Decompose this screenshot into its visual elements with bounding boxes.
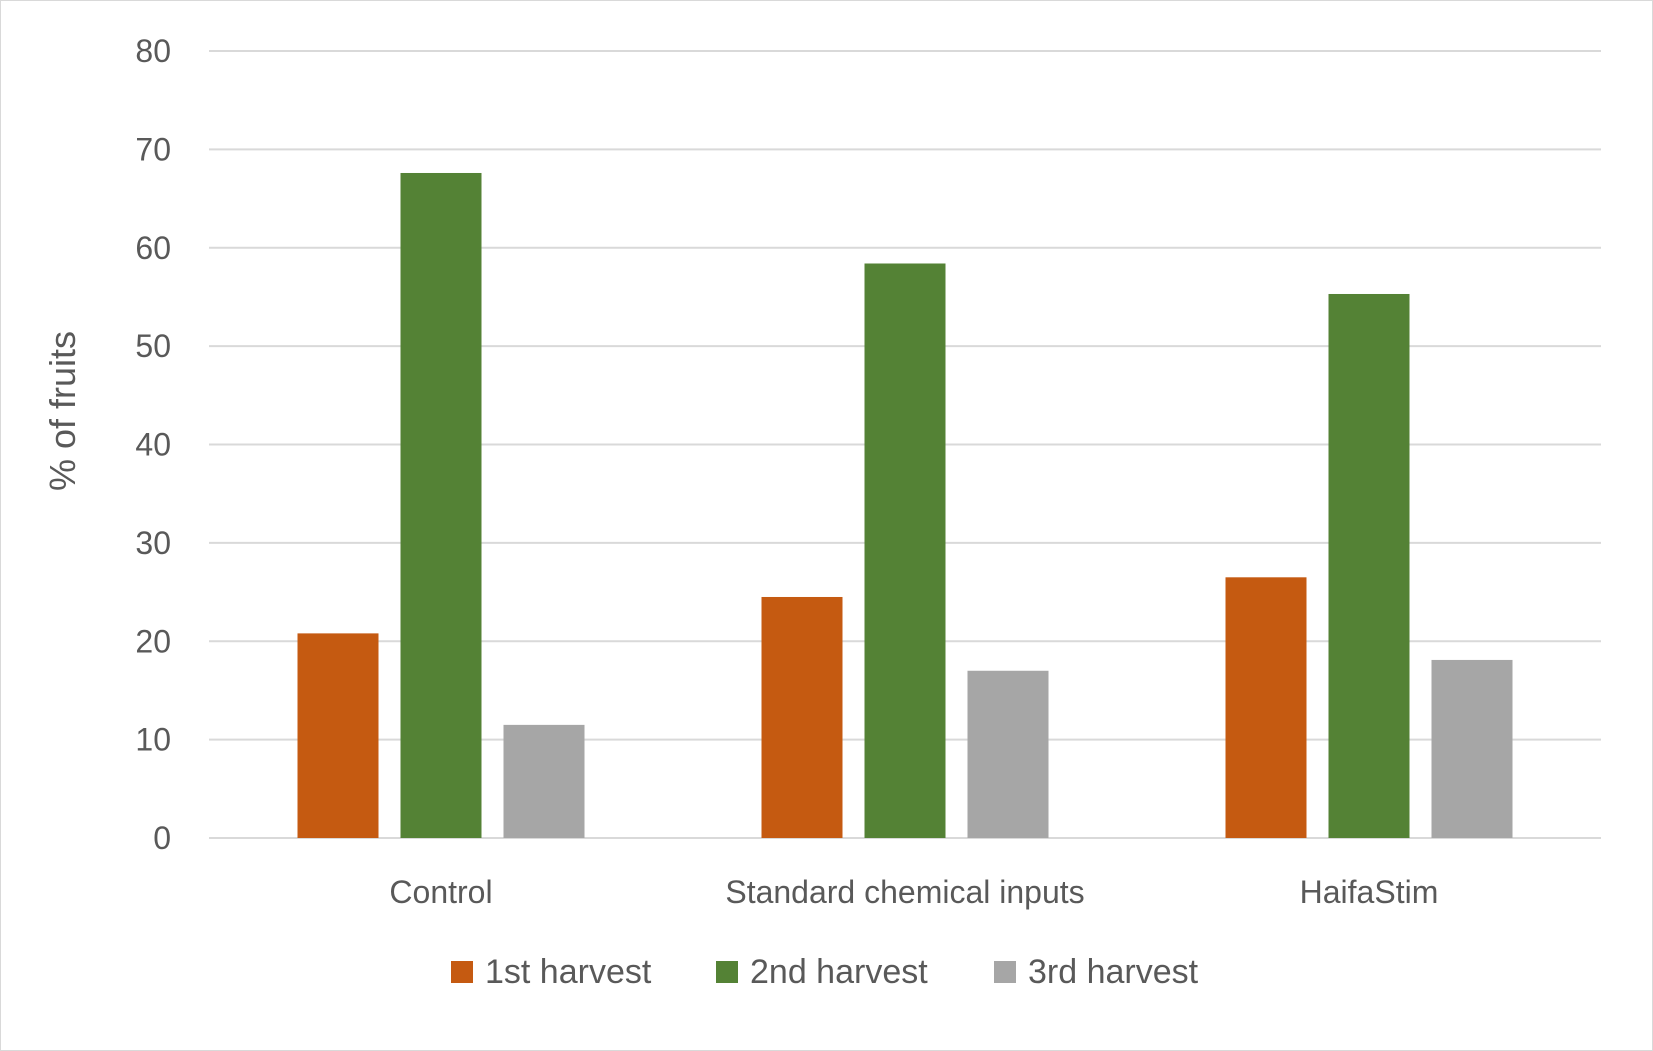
y-tick-label: 40 (135, 427, 171, 463)
bar-2nd-harvest-0 (400, 172, 482, 839)
y-tick-label: 50 (135, 328, 171, 364)
bar-1st-harvest-0 (297, 633, 379, 838)
bar-3rd-harvest-2 (1431, 659, 1513, 838)
y-tick-label: 10 (135, 722, 171, 758)
x-category-label: Standard chemical inputs (725, 874, 1084, 910)
y-tick-label: 0 (153, 820, 171, 856)
bar-3rd-harvest-0 (503, 724, 585, 838)
bar-1st-harvest-2 (1225, 577, 1307, 838)
legend-label: 1st harvest (485, 953, 652, 991)
y-tick-label: 70 (135, 131, 171, 167)
y-tick-label: 20 (135, 623, 171, 659)
y-tick-label: 30 (135, 525, 171, 561)
legend-swatch (994, 961, 1016, 983)
legend-label: 3rd harvest (1028, 953, 1199, 991)
bars (297, 172, 1513, 839)
legend-label: 2nd harvest (750, 953, 928, 991)
legend-swatch (451, 961, 473, 983)
y-tick-label: 60 (135, 230, 171, 266)
bar-2nd-harvest-2 (1328, 293, 1410, 839)
y-tick-label: 80 (135, 33, 171, 69)
bar-1st-harvest-1 (761, 596, 843, 838)
x-axis-ticks: Control Standard chemical inputs HaifaStim (389, 874, 1438, 910)
bar-2nd-harvest-1 (864, 263, 946, 838)
x-category-label: Control (389, 874, 492, 910)
bar-3rd-harvest-1 (967, 670, 1049, 838)
y-axis-title: % of fruits (42, 331, 83, 491)
legend: 1st harvest 2nd harvest 3rd harvest (451, 953, 1199, 991)
legend-swatch (716, 961, 738, 983)
y-axis-ticks: 0 10 20 30 40 50 60 70 80 (135, 33, 171, 856)
x-category-label: HaifaStim (1300, 874, 1439, 910)
